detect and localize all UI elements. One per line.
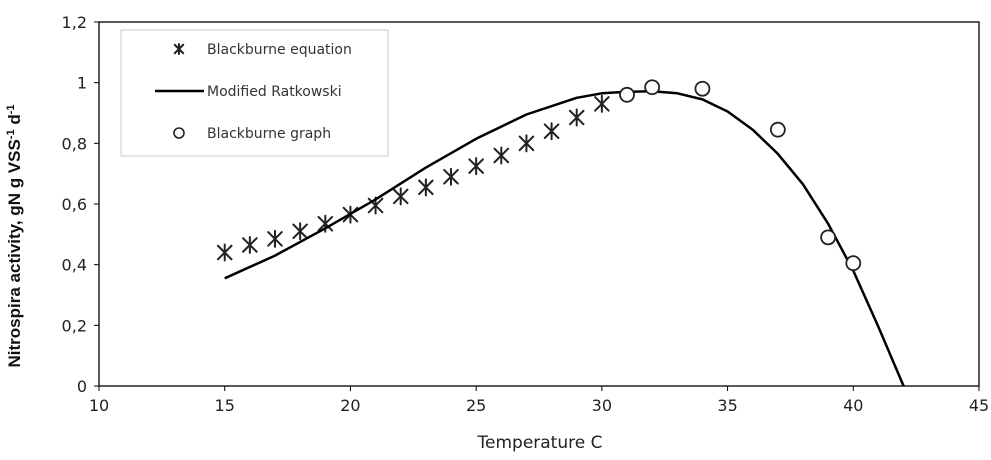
y-tick-label: 0,2 bbox=[62, 316, 87, 335]
legend-circle-swatch bbox=[173, 127, 185, 139]
equation-point bbox=[292, 222, 308, 241]
y-tick-label: 0,6 bbox=[62, 195, 87, 214]
legend-label: Blackburne equation bbox=[207, 42, 352, 58]
equation-point bbox=[518, 134, 535, 153]
x-tick-label: 30 bbox=[592, 396, 612, 415]
y-axis-title-middle: d bbox=[5, 114, 24, 129]
legend-item: Blackburne graph bbox=[173, 126, 331, 142]
graph-point bbox=[845, 255, 862, 272]
axes: 10 15 20 25 30 35 40 45 0 0,2 0,4 0,6 0,8 1 1,2 bbox=[62, 13, 990, 415]
equation-point bbox=[468, 157, 484, 176]
y-tick-label: 1,2 bbox=[62, 13, 87, 32]
x-tick-label: 20 bbox=[340, 396, 360, 415]
y-axis-title-sup2: -1 bbox=[5, 105, 17, 115]
plot-area bbox=[216, 79, 905, 387]
x-tick-label: 25 bbox=[466, 396, 486, 415]
graph-point bbox=[769, 121, 786, 138]
equation-point bbox=[267, 229, 283, 248]
equation-point bbox=[543, 122, 560, 141]
series-blackburne-graph bbox=[619, 79, 862, 272]
graph-point bbox=[644, 79, 661, 96]
y-tick-label: 0 bbox=[77, 377, 87, 396]
series-blackburne-equation bbox=[216, 94, 610, 262]
y-axis-title: Nitrospira activity, gN g VSS-1 d-1 bbox=[5, 105, 24, 368]
equation-point bbox=[443, 167, 459, 186]
graph-point bbox=[619, 86, 635, 103]
x-tick-label: 40 bbox=[843, 396, 863, 415]
equation-point bbox=[418, 178, 434, 197]
legend-item: Modified Ratkowski bbox=[155, 84, 342, 100]
y-tick-label: 1 bbox=[77, 74, 87, 93]
equation-point bbox=[568, 108, 585, 127]
x-axis-title: Temperature C bbox=[477, 433, 603, 453]
legend-label: Modified Ratkowski bbox=[207, 84, 342, 100]
y-tick-label: 0,8 bbox=[62, 134, 87, 153]
equation-point bbox=[216, 243, 233, 262]
graph-point bbox=[820, 229, 837, 246]
graph-point bbox=[694, 80, 711, 97]
legend: Blackburne equation Modified Ratkowski Bla… bbox=[120, 29, 389, 157]
legend-box bbox=[120, 29, 389, 157]
legend-asterisk-swatch bbox=[173, 43, 185, 55]
legend-item: Blackburne equation bbox=[173, 42, 352, 58]
equation-point bbox=[493, 146, 510, 165]
x-tick-label: 45 bbox=[969, 396, 989, 415]
x-tick-label: 35 bbox=[717, 396, 737, 415]
y-tick-label: 0,4 bbox=[62, 256, 87, 275]
equation-point bbox=[594, 94, 610, 113]
x-tick-label: 15 bbox=[215, 396, 235, 415]
equation-point bbox=[392, 187, 409, 206]
legend-label: Blackburne graph bbox=[207, 126, 331, 142]
equation-point bbox=[242, 235, 258, 254]
x-tick-label: 10 bbox=[89, 396, 109, 415]
y-axis-title-sup1: -1 bbox=[5, 129, 17, 139]
y-axis-title-prefix: Nitrospira activity, gN g VSS bbox=[5, 139, 24, 367]
